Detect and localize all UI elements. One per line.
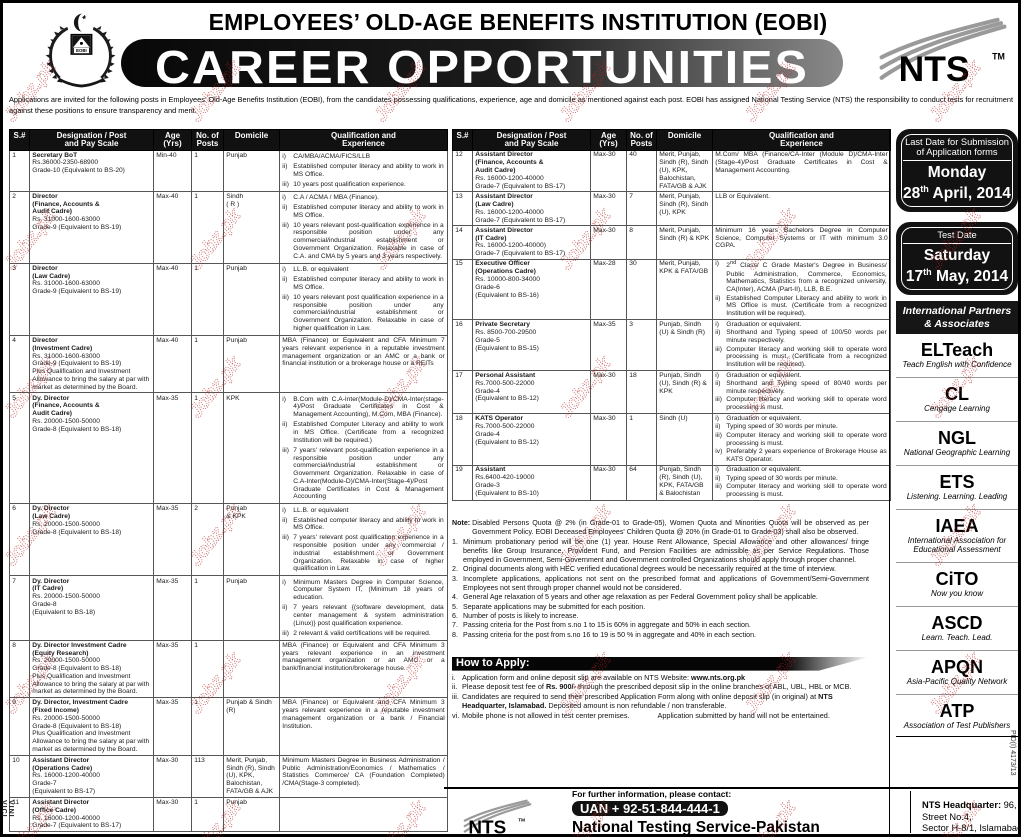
svg-text:EOBI: EOBI (76, 48, 87, 53)
svg-text:TM: TM (518, 818, 525, 824)
svg-text:NTS: NTS (468, 817, 506, 837)
svg-text:NTS: NTS (899, 49, 970, 88)
svg-text:TM: TM (992, 51, 1005, 61)
